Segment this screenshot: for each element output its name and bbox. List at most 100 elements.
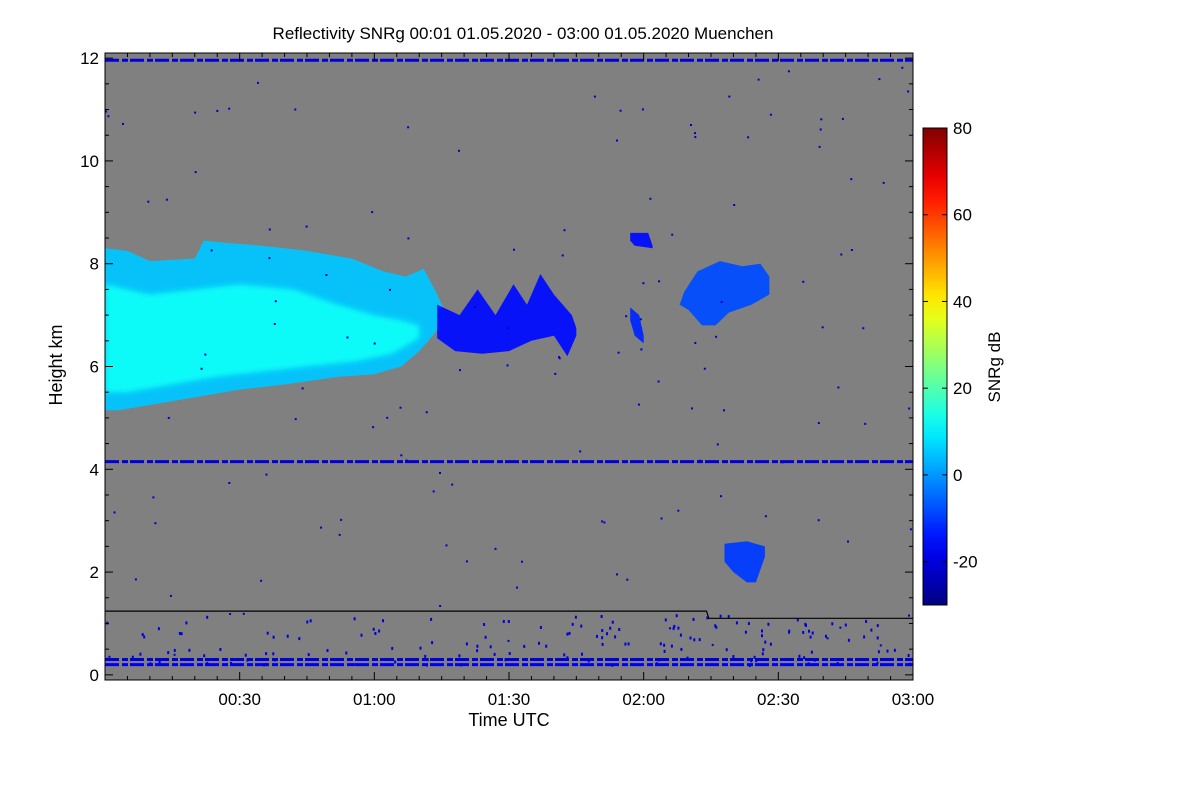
clutter-speck (686, 656, 689, 660)
clutter-speck (680, 647, 683, 651)
noise-speck (294, 418, 297, 421)
noise-speck (850, 178, 853, 181)
clutter-speck (489, 645, 492, 649)
clutter-speck (679, 633, 682, 637)
noise-speck (837, 386, 840, 389)
clutter-speck (836, 661, 839, 665)
clutter-speck (476, 644, 479, 648)
clutter-speck (809, 635, 812, 639)
clutter-speck (149, 662, 152, 666)
colorbar-ticks: -20 0 20 40 60 80 (923, 119, 978, 572)
clutter-speck (672, 626, 675, 630)
clutter-speck (286, 634, 289, 638)
noise-speck (720, 301, 723, 304)
noise-speck (113, 511, 116, 514)
noise-speck (579, 450, 582, 453)
noise-speck (723, 409, 725, 412)
noise-speck (439, 605, 442, 607)
noise-speck (134, 578, 137, 581)
clutter-speck (735, 621, 738, 625)
clutter-speck (618, 628, 621, 631)
noise-speck (657, 380, 660, 383)
clutter-speck (811, 631, 814, 635)
clutter-speck (563, 653, 566, 657)
clutter-speck (476, 649, 479, 653)
clutter-speck (788, 629, 791, 633)
noise-speck (802, 280, 805, 283)
noise-speck (642, 282, 645, 285)
noise-speck (405, 459, 408, 462)
noise-speck (228, 107, 231, 110)
clutter-speck (714, 624, 717, 628)
clutter-speck (803, 656, 806, 660)
noise-speck (909, 528, 912, 531)
clutter-speck (706, 616, 709, 620)
noise-speck (637, 403, 640, 406)
noise-speck (274, 300, 277, 303)
cloud-small-patch (630, 307, 644, 344)
clutter-speck (188, 648, 191, 652)
clutter-speck (755, 659, 758, 663)
noise-speck (521, 560, 523, 563)
clutter-speck (611, 663, 614, 667)
noise-speck (690, 124, 692, 126)
noise-speck (847, 540, 849, 543)
clutter-speck (581, 652, 583, 656)
clutter-speck (206, 615, 209, 619)
noise-speck (558, 357, 561, 360)
clutter-speck (725, 648, 728, 652)
clutter-speck (502, 620, 505, 623)
noise-speck (626, 578, 629, 581)
clutter-speck (624, 642, 627, 646)
clutter-speck (309, 619, 312, 623)
noise-speck (451, 483, 454, 486)
noise-speck (677, 509, 680, 512)
noise-speck (204, 353, 207, 356)
clutter-speck (764, 640, 767, 644)
clutter-speck (658, 658, 660, 662)
noise-speck (122, 122, 124, 125)
clutter-speck (360, 633, 363, 637)
noise-speck (320, 526, 323, 529)
clutter-speck (483, 623, 486, 626)
noise-speck (506, 327, 509, 330)
clutter-speck (748, 664, 751, 667)
noise-speck (715, 335, 718, 338)
clutter-speck (876, 636, 879, 640)
noise-speck (558, 356, 560, 359)
colorbar (922, 127, 948, 606)
clutter-speck (306, 620, 309, 624)
clutter-speck (715, 625, 718, 629)
noise-speck (346, 336, 349, 339)
y-tick-label: 0 (90, 666, 99, 685)
noise-speck (554, 372, 557, 375)
noise-speck (617, 351, 620, 354)
noise-speck (839, 626, 842, 629)
x-axis-label: Time UTC (468, 710, 549, 730)
noise-speck (105, 110, 107, 113)
noise-speck (165, 198, 168, 201)
clutter-speck (753, 655, 756, 659)
noise-speck (658, 280, 661, 283)
y-tick-label: 6 (90, 358, 99, 377)
clutter-speck (538, 641, 540, 645)
clutter-speck (266, 631, 269, 635)
x-tick-label: 00:30 (218, 690, 261, 709)
noise-speck (907, 90, 910, 93)
noise-speck (901, 66, 904, 69)
clutter-speck (580, 624, 583, 628)
clutter-speck (907, 654, 910, 657)
clutter-speck (203, 654, 206, 658)
clutter-speck (508, 652, 511, 655)
y-tick-label: 2 (90, 563, 99, 582)
clutter-speck (692, 617, 695, 621)
clutter-speck (539, 626, 542, 629)
clutter-speck (141, 633, 144, 637)
noise-speck (228, 482, 231, 484)
clutter-speck (566, 656, 569, 660)
noise-speck (864, 422, 867, 425)
noise-speck (649, 197, 652, 200)
noise-speck (563, 229, 566, 232)
clutter-speck (419, 646, 422, 650)
clutter-speck (611, 620, 614, 624)
